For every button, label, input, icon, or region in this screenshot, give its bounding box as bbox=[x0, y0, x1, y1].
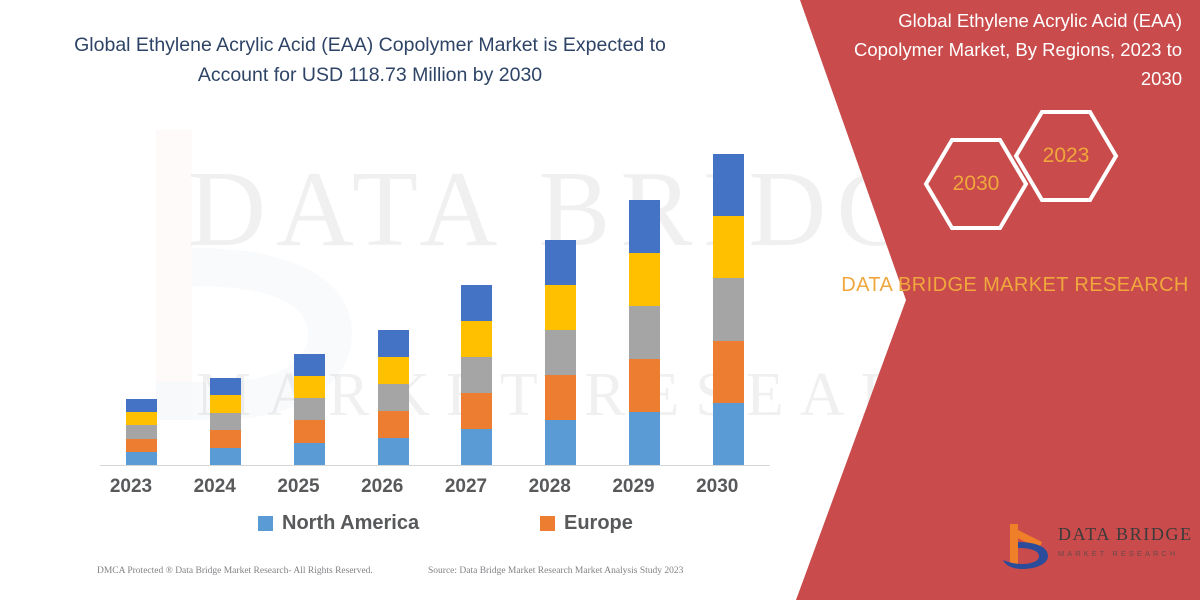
bar-segment bbox=[712, 216, 744, 279]
bar-segment bbox=[461, 321, 493, 357]
bar-segment bbox=[628, 253, 660, 306]
bar-segment bbox=[628, 412, 660, 465]
bar-segment bbox=[377, 383, 409, 411]
dbmr-logo: DATA BRIDGE MARKET RESEARCH bbox=[998, 518, 1194, 574]
bar-column bbox=[712, 154, 744, 465]
bar-segment bbox=[126, 451, 158, 465]
page-title: Global Ethylene Acrylic Acid (EAA) Copol… bbox=[74, 34, 666, 86]
bar-segment bbox=[210, 395, 242, 413]
bar-segment bbox=[461, 393, 493, 429]
bar-segment bbox=[293, 442, 325, 465]
legend-item-europe[interactable]: Europe bbox=[540, 512, 633, 535]
bar-segment bbox=[377, 356, 409, 384]
x-axis-label: 2026 bbox=[361, 476, 404, 497]
x-axis-label: 2030 bbox=[696, 476, 739, 497]
bar-column bbox=[293, 353, 325, 465]
dbmr-logo-title: DATA BRIDGE bbox=[1058, 524, 1193, 544]
bar-segment bbox=[377, 437, 409, 465]
hexagon-badges: 2030 2023 bbox=[910, 108, 1180, 233]
brand-name: DATA BRIDGE MARKET RESEARCH bbox=[841, 274, 1189, 296]
chart-legend: North America Europe bbox=[100, 512, 770, 540]
x-axis-label: 2024 bbox=[193, 476, 236, 497]
bar-segment bbox=[293, 398, 325, 421]
x-axis-labels: 2023 2024 2025 2026 2027 2028 2029 2030 bbox=[100, 476, 770, 502]
x-axis-label: 2028 bbox=[528, 476, 571, 497]
x-axis-label: 2027 bbox=[444, 476, 488, 497]
dbmr-logo-subtitle: MARKET RESEARCH bbox=[1058, 549, 1179, 558]
bar-column bbox=[461, 285, 493, 465]
bar-segment bbox=[126, 425, 158, 439]
x-axis-label: 2023 bbox=[109, 476, 153, 497]
bar-column bbox=[628, 200, 660, 465]
bar-segment bbox=[545, 420, 577, 465]
bar-segment bbox=[461, 357, 493, 393]
bar-segment bbox=[628, 200, 660, 253]
bar-segment bbox=[210, 377, 242, 395]
dbmr-logo-mark-icon bbox=[1003, 524, 1048, 569]
footer-dmca-text: DMCA Protected ® Data Bridge Market Rese… bbox=[97, 566, 373, 576]
bar-segment bbox=[293, 375, 325, 399]
bar-segment bbox=[126, 399, 158, 413]
bar-segment bbox=[712, 340, 744, 403]
footer: DMCA Protected ® Data Bridge Market Rese… bbox=[0, 566, 800, 586]
bar-segment bbox=[461, 285, 493, 321]
bar-segment bbox=[628, 306, 660, 359]
footer-source-text: Source: Data Bridge Market Research Mark… bbox=[428, 566, 684, 576]
bar-segment bbox=[126, 412, 158, 426]
legend-swatch-icon bbox=[540, 516, 555, 531]
bar-segment bbox=[210, 447, 242, 465]
red-panel-content: Global Ethylene Acrylic Acid (EAA) Copol… bbox=[830, 0, 1200, 600]
bar-segment bbox=[545, 240, 577, 285]
bar-segment bbox=[293, 420, 325, 443]
chart-panel: Global Ethylene Acrylic Acid (EAA) Copol… bbox=[0, 34, 800, 586]
x-axis-label: 2025 bbox=[277, 476, 320, 497]
dbmr-logo-text: DATA BRIDGE MARKET RESEARCH bbox=[1058, 524, 1194, 558]
bar-segment bbox=[126, 438, 158, 452]
stacked-bar-chart bbox=[100, 130, 770, 466]
legend-label: Europe bbox=[564, 512, 633, 534]
bar-segment bbox=[545, 330, 577, 375]
bar-segment bbox=[461, 429, 493, 465]
bar-segment bbox=[210, 430, 242, 448]
bar-segment bbox=[712, 278, 744, 341]
bar-segment bbox=[377, 410, 409, 438]
legend-item-north-america[interactable]: North America bbox=[258, 512, 419, 535]
hexagon-2023-label: 2023 bbox=[1042, 144, 1090, 167]
legend-swatch-icon bbox=[258, 516, 273, 531]
bar-column bbox=[126, 399, 158, 465]
x-axis-line bbox=[100, 465, 770, 466]
bar-segment bbox=[712, 402, 744, 465]
bar-segment bbox=[712, 154, 744, 217]
bar-column bbox=[377, 329, 409, 465]
bar-segment bbox=[293, 353, 325, 376]
bar-segment bbox=[377, 329, 409, 357]
legend-label: North America bbox=[282, 512, 420, 534]
red-panel-title: Global Ethylene Acrylic Acid (EAA) Copol… bbox=[853, 10, 1182, 89]
bar-segment bbox=[628, 359, 660, 412]
bar-segment bbox=[210, 412, 242, 430]
hexagon-2023: 2023 bbox=[1012, 108, 1120, 204]
bar-segment bbox=[545, 375, 577, 420]
bar-column bbox=[545, 240, 577, 465]
bar-segment bbox=[545, 285, 577, 330]
bar-column bbox=[210, 377, 242, 465]
x-axis-label: 2029 bbox=[612, 476, 655, 497]
